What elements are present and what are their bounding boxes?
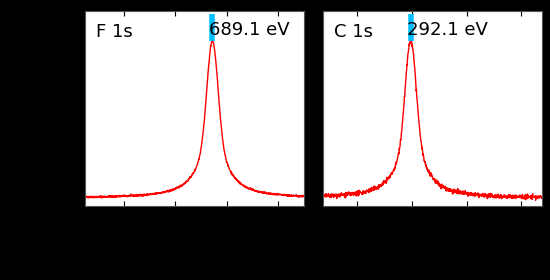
Text: 292.1 eV: 292.1 eV	[408, 21, 488, 39]
X-axis label: Binding Energy (eV): Binding Energy (eV)	[104, 231, 284, 249]
Text: Intensity (a.u.): Intensity (a.u.)	[5, 46, 23, 178]
Text: F 1s: F 1s	[96, 23, 133, 41]
X-axis label: Binding Energy (eV): Binding Energy (eV)	[343, 231, 522, 249]
Text: 689.1 eV: 689.1 eV	[209, 21, 290, 39]
Text: C 1s: C 1s	[334, 23, 373, 41]
